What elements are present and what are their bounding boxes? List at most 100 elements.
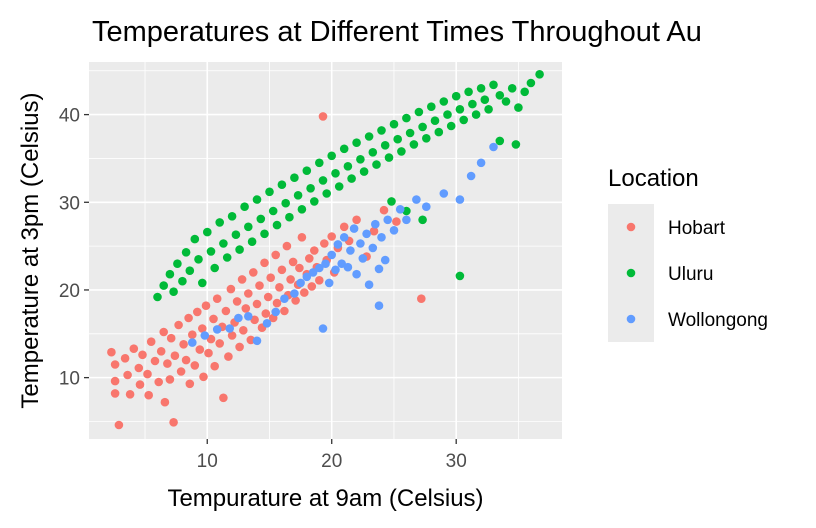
data-point [261, 309, 271, 318]
data-point [307, 282, 317, 291]
data-point [134, 363, 144, 373]
data-point [129, 344, 139, 354]
data-point [153, 292, 162, 302]
data-point [286, 275, 295, 284]
data-point [206, 334, 216, 344]
data-point [464, 87, 473, 97]
data-point [327, 250, 337, 260]
data-point [169, 287, 178, 297]
data-point [244, 312, 253, 321]
y-tick-label: 20 [59, 281, 80, 302]
data-point [224, 352, 233, 361]
data-point [193, 307, 202, 317]
data-point [324, 278, 334, 288]
x-tick-label: 10 [197, 451, 218, 472]
data-point [327, 151, 337, 161]
data-point [346, 246, 355, 255]
data-point [244, 289, 253, 298]
data-point [235, 245, 244, 254]
data-point [280, 306, 289, 316]
data-point [240, 202, 249, 211]
data-point [347, 174, 356, 183]
data-point [194, 254, 203, 264]
data-point [468, 99, 477, 109]
data-point [268, 206, 278, 216]
data-point [190, 361, 200, 370]
data-point [405, 128, 415, 138]
data-point [110, 389, 120, 398]
data-point [362, 229, 371, 239]
data-point [339, 233, 349, 242]
data-point [288, 257, 298, 267]
data-point [244, 222, 253, 232]
data-point [430, 116, 440, 125]
data-point [495, 91, 505, 100]
data-point [190, 234, 200, 244]
data-point [343, 262, 353, 272]
data-point [349, 224, 359, 233]
legend: Location Hobart Uluru Wollongong [608, 165, 768, 342]
data-point [262, 319, 272, 328]
data-point [290, 289, 299, 298]
x-axis-title: Tempurature at 9am (Celsius) [167, 485, 483, 512]
data-point [170, 351, 180, 361]
data-point [185, 266, 195, 276]
data-point [443, 110, 452, 119]
data-point [272, 220, 282, 230]
data-point [241, 304, 251, 313]
data-point [226, 284, 236, 294]
data-point [163, 359, 172, 368]
axes: 10 20 30 10 20 30 40 [59, 106, 467, 472]
data-point [293, 191, 303, 200]
data-point [227, 212, 237, 221]
data-point [471, 110, 481, 119]
data-point [310, 246, 319, 255]
data-point [204, 348, 213, 358]
data-point [321, 259, 330, 269]
data-point [296, 278, 305, 288]
data-point [169, 418, 178, 427]
data-point [206, 247, 216, 256]
data-point [302, 272, 312, 282]
data-point [476, 158, 486, 168]
data-point [372, 160, 381, 169]
data-point [446, 121, 456, 131]
data-point [107, 347, 116, 357]
data-point [181, 355, 191, 365]
data-point [339, 222, 349, 232]
data-point [146, 337, 156, 347]
data-point [322, 189, 332, 198]
data-point [334, 182, 344, 191]
data-point [451, 91, 461, 101]
data-point [412, 195, 421, 204]
data-point [290, 173, 299, 182]
x-tick-label: 20 [321, 451, 342, 472]
data-point [188, 330, 197, 340]
data-point [455, 195, 465, 204]
data-point [489, 80, 498, 90]
data-point [434, 127, 444, 137]
data-point [308, 268, 318, 277]
data-point [143, 369, 152, 379]
data-point [455, 271, 465, 281]
data-point [260, 258, 269, 268]
legend-label: Wollongong [668, 310, 768, 331]
data-point [514, 103, 523, 112]
data-point [271, 250, 281, 260]
data-point [459, 115, 469, 125]
y-tick-label: 30 [59, 193, 80, 214]
y-tick-label: 40 [59, 106, 80, 127]
data-point [418, 215, 427, 225]
data-point [356, 239, 365, 248]
data-point [255, 281, 264, 290]
data-point [165, 269, 175, 279]
data-point [282, 241, 292, 251]
x-tick-label: 30 [446, 451, 467, 472]
data-point [222, 253, 232, 262]
data-point [455, 105, 465, 114]
data-point [387, 197, 396, 206]
data-point [359, 167, 369, 176]
data-point [252, 336, 262, 346]
legend-title: Location [608, 165, 699, 192]
